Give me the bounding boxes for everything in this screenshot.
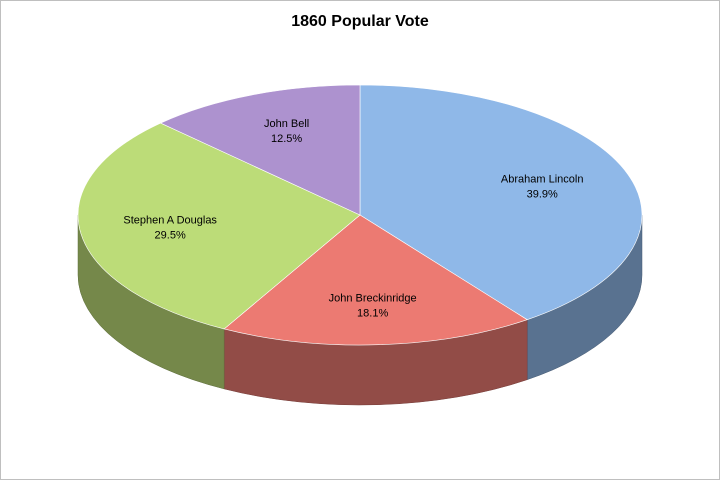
- slice: [77, 122, 361, 330]
- slice-label: Stephen A Douglas: [123, 215, 217, 227]
- slice-value-label: 29.5%: [155, 230, 186, 242]
- slice-label: John Breckinridge: [329, 293, 417, 305]
- slice-label: Abraham Lincoln: [501, 174, 584, 186]
- slice-value-label: 18.1%: [357, 308, 388, 320]
- pie-tops: [77, 84, 643, 346]
- slice: [223, 214, 528, 346]
- chart-title: 1860 Popular Vote: [291, 13, 429, 30]
- slice-value-label: 12.5%: [271, 133, 302, 145]
- slice: [159, 84, 361, 216]
- slice: [359, 84, 643, 321]
- slice-label: John Bell: [264, 118, 309, 130]
- data-labels: Abraham Lincoln 39.9% John Breckinridge 18.…: [123, 118, 583, 320]
- slice-value-label: 39.9%: [527, 189, 558, 201]
